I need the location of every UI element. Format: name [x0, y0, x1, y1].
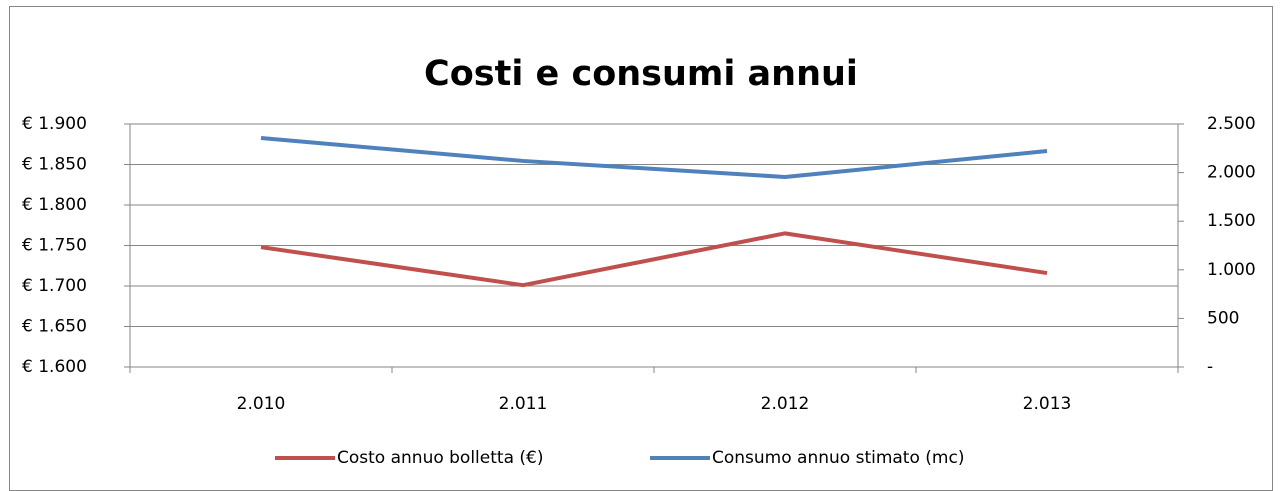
y-tick-label: € 1.700	[22, 276, 87, 296]
x-tick-label: 2.013	[1023, 394, 1072, 414]
x-tick-label: 2.012	[761, 394, 810, 414]
y2-tick-label: 1.000	[1207, 260, 1256, 280]
y2-tick-label: 2.000	[1207, 163, 1256, 183]
legend-label: Costo annuo bolletta (€)	[337, 448, 543, 468]
series-line	[260, 136, 1048, 179]
y2-tick-label: 2.500	[1207, 114, 1256, 134]
chart-title: Costi e consumi annui	[424, 54, 858, 94]
x-tick-label: 2.011	[499, 394, 548, 414]
x-tick-label: 2.010	[237, 394, 286, 414]
y-tick-label: € 1.600	[22, 357, 87, 377]
y2-tick-label: 500	[1207, 308, 1239, 328]
legend-label: Consumo annuo stimato (mc)	[712, 448, 964, 468]
y-tick-label: € 1.650	[22, 317, 87, 337]
y-tick-label: € 1.900	[22, 114, 87, 134]
y-tick-label: € 1.850	[22, 155, 87, 175]
y2-tick-label: 1.500	[1207, 211, 1256, 231]
y-tick-label: € 1.750	[22, 236, 87, 256]
chart-border	[9, 6, 1273, 491]
y-tick-label: € 1.800	[22, 195, 87, 215]
series-line	[260, 231, 1048, 288]
y2-tick-label: -	[1207, 357, 1213, 377]
